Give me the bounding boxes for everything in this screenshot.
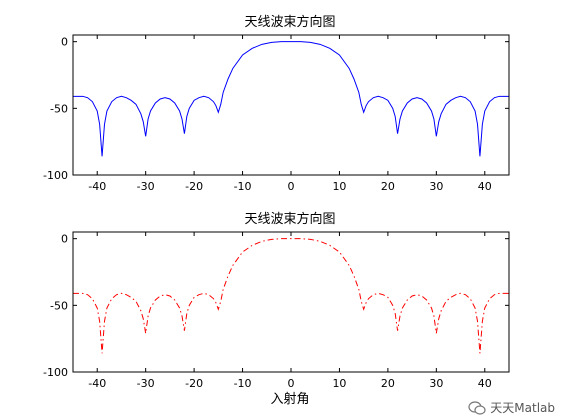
- x-tick-label: -20: [185, 377, 203, 390]
- x-tick-label: -10: [234, 377, 252, 390]
- x-tick-label: -30: [137, 180, 155, 193]
- y-tick-label: 0: [61, 36, 68, 49]
- x-tick-label: 30: [429, 377, 443, 390]
- x-tick-label: -10: [234, 180, 252, 193]
- x-tick-label: 10: [332, 180, 346, 193]
- axes-frame: [72, 34, 510, 176]
- subplot-title: 天线波束方向图: [244, 211, 335, 227]
- subplot-top: 天线波束方向图 -40 -30 -20 -10 0 10 20 30 400-50-100: [43, 14, 510, 193]
- x-tick-label: -40: [88, 180, 106, 193]
- y-tick-label: 0: [61, 233, 68, 246]
- x-tick-label: 0: [288, 180, 295, 193]
- x-tick-label: 40: [478, 180, 492, 193]
- subplot-title: 天线波束方向图: [244, 14, 335, 30]
- x-tick-label: 20: [381, 180, 395, 193]
- watermark: 天天Matlab: [468, 399, 555, 416]
- series-line: [73, 41, 509, 157]
- axes-frame: [72, 231, 510, 373]
- wechat-icon: [468, 400, 486, 415]
- y-tick-label: -50: [50, 299, 68, 312]
- x-tick-label: -30: [137, 377, 155, 390]
- x-tick-label: -20: [185, 180, 203, 193]
- x-tick-label: 10: [332, 377, 346, 390]
- series-line: [73, 238, 509, 354]
- x-axis-label: 入射角: [270, 391, 309, 407]
- x-tick-label: 40: [478, 377, 492, 390]
- y-tick-label: -100: [43, 169, 68, 182]
- x-tick-label: 30: [429, 180, 443, 193]
- x-tick-label: 0: [288, 377, 295, 390]
- x-tick-label: 20: [381, 377, 395, 390]
- y-tick-label: -50: [50, 102, 68, 115]
- x-tick-label: -40: [88, 377, 106, 390]
- subplot-bottom: 天线波束方向图 -40 -30 -20 -10 0 10 20 30 400-50-100 入射…: [43, 211, 510, 407]
- y-tick-label: -100: [43, 366, 68, 379]
- watermark-text: 天天Matlab: [490, 401, 555, 415]
